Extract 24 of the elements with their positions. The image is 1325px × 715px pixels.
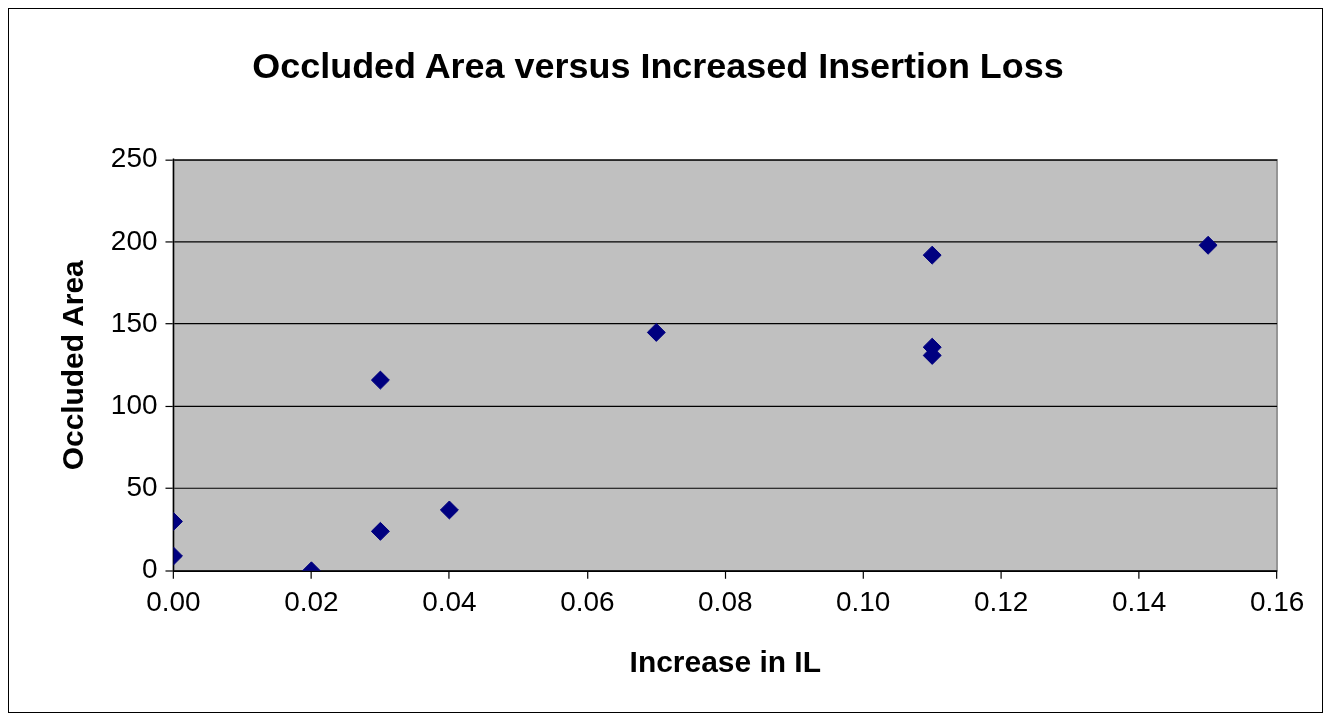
y-tick-label: 250 <box>110 142 158 174</box>
x-tick-label: 0.08 <box>698 586 753 618</box>
x-tick-label: 0.02 <box>284 586 339 618</box>
point <box>370 521 390 541</box>
point <box>1198 235 1218 255</box>
point <box>439 500 459 520</box>
x-tick-label: 0.16 <box>1249 586 1305 618</box>
x-tick-label: 0.06 <box>560 586 615 618</box>
point <box>370 370 390 390</box>
y-axis-title: Occluded Area <box>56 259 90 471</box>
x-tick-label: 0.14 <box>1111 586 1167 618</box>
y-tick-label: 0 <box>141 553 158 585</box>
point <box>646 322 666 342</box>
y-tick-label: 100 <box>110 389 158 421</box>
y-tick-label: 50 <box>126 471 158 503</box>
point <box>922 245 942 265</box>
x-tick-label: 0.00 <box>146 586 201 618</box>
x-tick-label: 0.10 <box>836 586 891 618</box>
x-tick-label: 0.12 <box>973 586 1029 618</box>
chart-title: Occluded Area versus Increased Insertion Loss <box>252 45 1064 87</box>
y-tick-label: 150 <box>110 306 158 338</box>
x-tick-label: 0.04 <box>422 586 477 618</box>
x-axis-title: Increase in IL <box>629 645 821 679</box>
y-tick-label: 200 <box>110 224 158 256</box>
